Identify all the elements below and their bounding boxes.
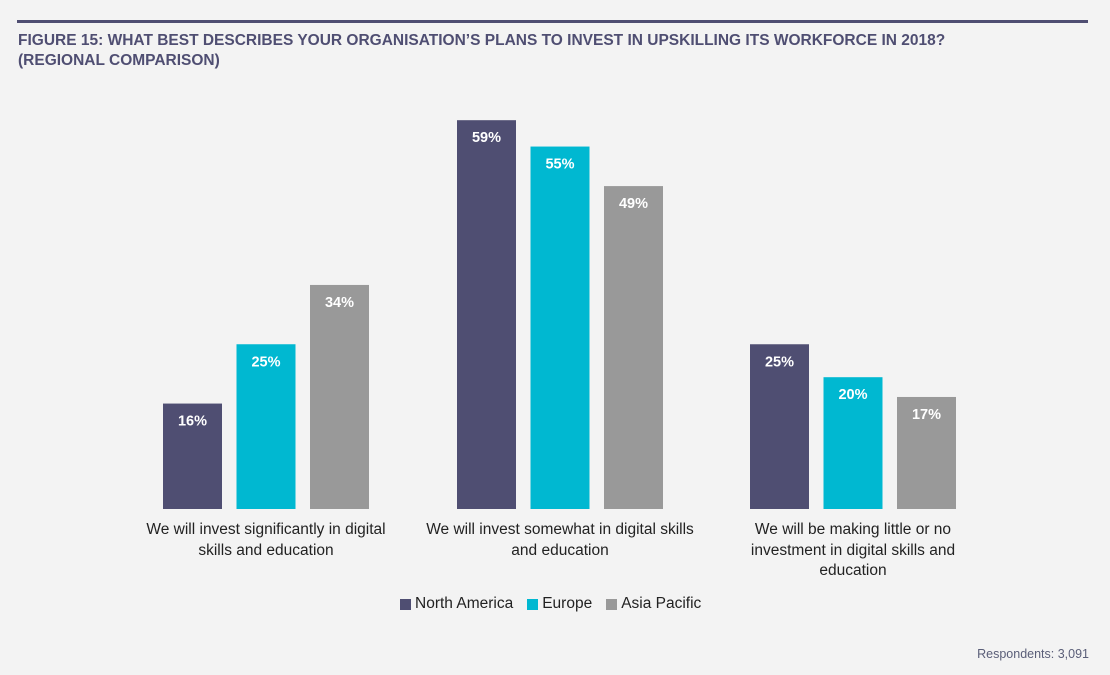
category-label: We will be making little or no investment… — [703, 520, 1003, 582]
data-label: 25% — [251, 354, 280, 370]
legend: North America Europe Asia Pacific — [400, 595, 701, 613]
bar-asia-pacific-0 — [310, 284, 369, 509]
data-label: 25% — [765, 354, 794, 370]
legend-item: Europe — [527, 595, 592, 613]
category-label-line: We will invest significantly in digital — [146, 521, 386, 538]
bar-asia-pacific-2 — [897, 396, 956, 509]
data-label: 17% — [912, 407, 941, 423]
category-label-line: We will invest somewhat in digital skill… — [426, 521, 694, 538]
legend-swatch — [606, 598, 618, 610]
data-label: 20% — [838, 387, 867, 403]
bar-north-america-2 — [750, 344, 809, 509]
legend-item: North America — [400, 595, 513, 613]
category-label-line: investment in digital skills and — [750, 541, 956, 559]
data-label: 55% — [545, 157, 574, 173]
bar-europe-2 — [823, 377, 883, 509]
respondents-footnote: Respondents: 3,091 — [977, 647, 1089, 661]
bar-asia-pacific-1 — [604, 186, 663, 509]
bar-europe-0 — [236, 344, 296, 509]
bar-north-america-0 — [163, 403, 222, 509]
category-label: We will invest somewhat in digital skill… — [410, 520, 710, 561]
bar-europe-1 — [530, 146, 590, 510]
data-label: 59% — [472, 130, 501, 146]
legend-item: Asia Pacific — [606, 595, 701, 613]
bar-north-america-1 — [457, 120, 516, 509]
chart-title: FIGURE 15: WHAT BEST DESCRIBES YOUR ORGA… — [18, 31, 1098, 71]
category-label: We will invest significantly in digital s… — [116, 520, 416, 561]
title-line-2: (REGIONAL COMPARISON) — [18, 52, 220, 69]
legend-swatch — [527, 598, 539, 610]
legend-label: North America — [415, 595, 514, 612]
data-label: 16% — [178, 414, 207, 430]
data-label: 34% — [325, 295, 354, 311]
category-label-line: We will be making little or no — [754, 521, 952, 538]
legend-swatch — [400, 598, 411, 610]
category-label-line: education — [819, 562, 887, 579]
data-label: 49% — [619, 196, 648, 212]
legend-label: Europe — [542, 595, 593, 612]
title-line-1: FIGURE 15: WHAT BEST DESCRIBES YOUR ORGA… — [18, 32, 946, 49]
legend-label: Asia Pacific — [621, 595, 702, 612]
category-label-line: and education — [511, 541, 609, 559]
category-label-line: skills and education — [198, 541, 334, 559]
top-rule — [17, 20, 1088, 23]
